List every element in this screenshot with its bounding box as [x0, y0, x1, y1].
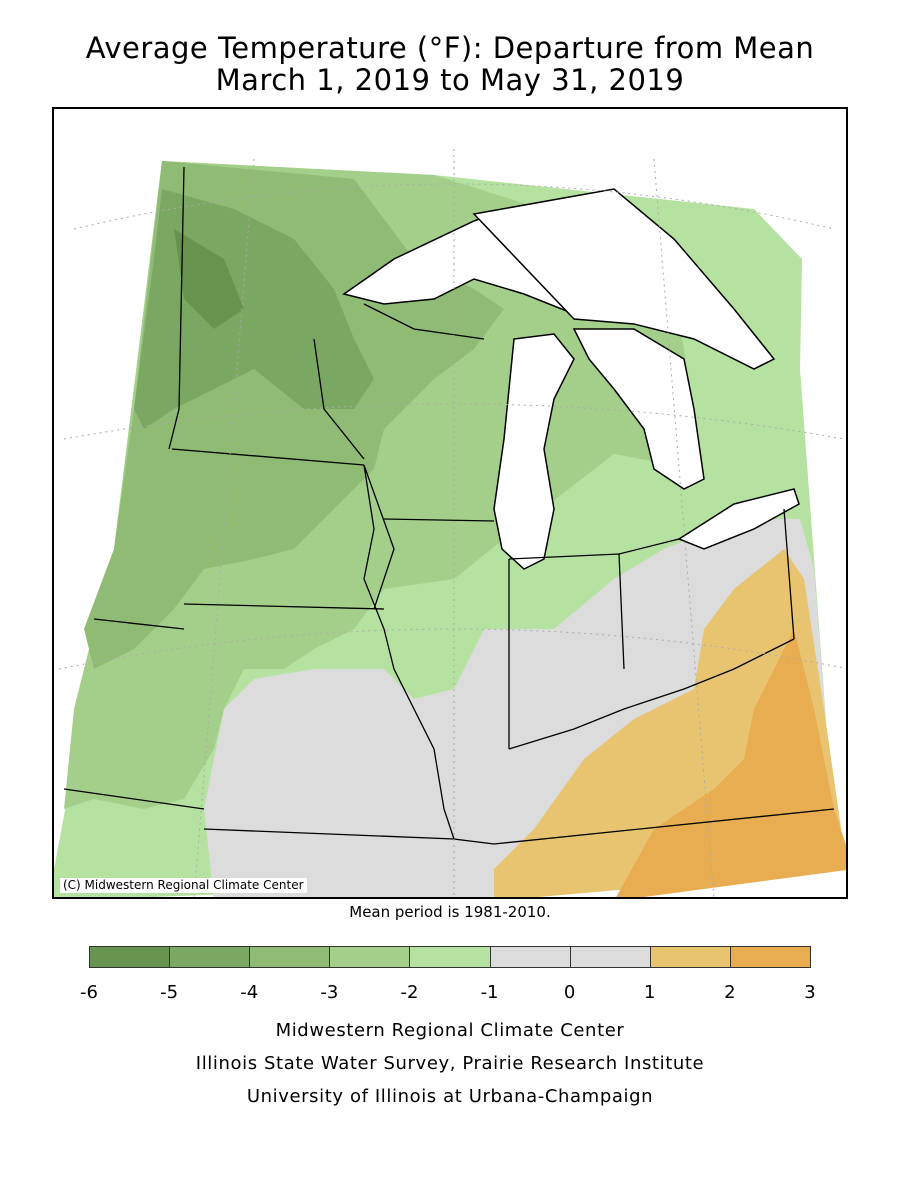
- legend-swatch: [89, 946, 171, 968]
- legend-swatch: [489, 946, 571, 968]
- legend-tick-label: -5: [160, 982, 179, 1003]
- ky-tn-border: [493, 808, 835, 845]
- map-date-range: March 1, 2019 to May 31, 2019: [215, 63, 685, 97]
- region-plus2-to-plus3: [616, 629, 846, 897]
- temperature-departure-map: (C) Midwestern Regional Climate Center: [52, 107, 848, 899]
- map-canvas: [54, 149, 846, 897]
- wi-mi-border: [363, 303, 485, 340]
- credit-uiuc: University of Illinois at Urbana-Champai…: [246, 1086, 654, 1107]
- lake-erie: [677, 488, 800, 550]
- state-borders: [63, 166, 835, 845]
- legend-swatch: [409, 946, 491, 968]
- legend-tick-label: 3: [804, 982, 816, 1003]
- mo-ar-border: [203, 828, 455, 840]
- legend-swatch: [169, 946, 251, 968]
- credit-isws: Illinois State Water Survey, Prairie Res…: [195, 1053, 705, 1074]
- lat-long-grid: [58, 149, 846, 897]
- sd-ne-border: [93, 618, 185, 630]
- copyright-label: (C) Midwestern Regional Climate Center: [60, 878, 307, 893]
- legend-swatch: [329, 946, 411, 968]
- oh-pa-border: [783, 508, 795, 640]
- ohio-river: [508, 638, 795, 750]
- legend-tick-label: -4: [240, 982, 259, 1003]
- map-title: Average Temperature (°F): Departure from…: [85, 31, 815, 65]
- mn-nd-border: [168, 166, 185, 450]
- legend-swatch: [729, 946, 811, 968]
- legend-tick-label: 0: [563, 982, 576, 1003]
- mn-ia-border: [171, 448, 365, 466]
- credit-mrcc: Midwestern Regional Climate Center: [275, 1020, 625, 1041]
- legend-tick-label: -6: [80, 982, 98, 1003]
- ne-ks-border: [63, 788, 205, 810]
- legend-tick-label: -2: [400, 982, 419, 1003]
- legend-swatch: [249, 946, 331, 968]
- mean-period-note: Mean period is 1981-2010.: [349, 903, 551, 921]
- region-minus6-to-minus5: [174, 229, 244, 329]
- mn-wi-border: [313, 338, 365, 460]
- lake-michigan: [493, 333, 575, 570]
- ia-il-border: [363, 464, 395, 610]
- grid-line: [653, 158, 715, 897]
- legend-swatch: [569, 946, 651, 968]
- ia-mo-border: [183, 603, 385, 610]
- legend-tick-label: 2: [724, 982, 736, 1003]
- legend-tick-label: 1: [644, 982, 656, 1003]
- legend-tick-label: -1: [480, 982, 499, 1003]
- legend-swatch: [649, 946, 731, 968]
- grid-line: [193, 158, 255, 897]
- upper-peninsula-sea-area: [472, 188, 776, 370]
- mi-oh-border: [618, 538, 680, 555]
- il-wi-border: [383, 518, 495, 522]
- color-legend: -6 -5 -4 -3 -2 -1 0 1 2 3: [80, 946, 816, 1003]
- legend-tick-label: -3: [320, 982, 339, 1003]
- mississippi-river: [363, 464, 495, 845]
